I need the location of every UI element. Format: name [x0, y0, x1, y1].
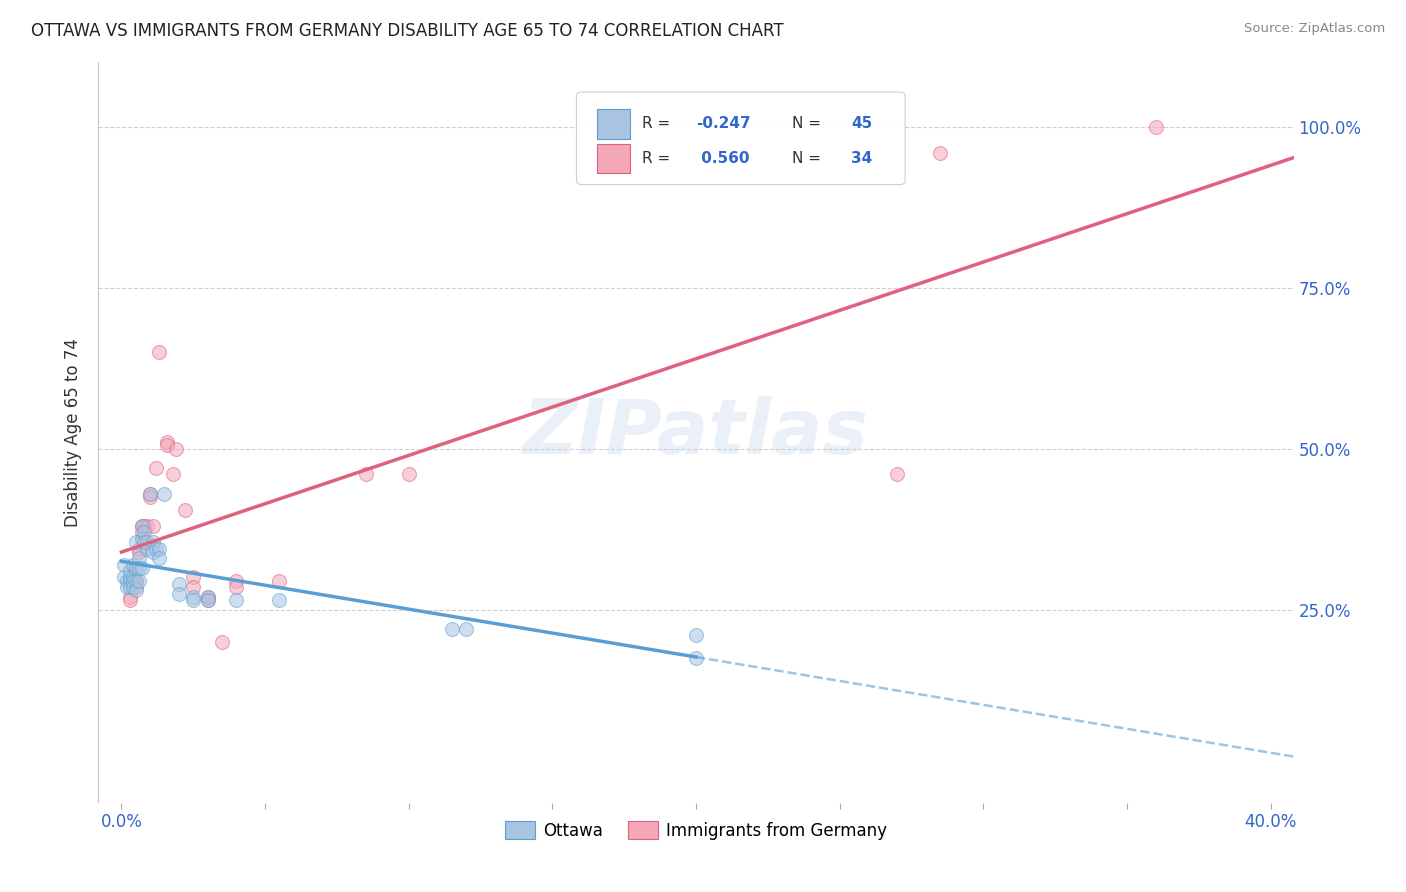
Point [118, 570, 141, 584]
Point [112, 570, 135, 584]
Point [128, 545, 150, 559]
Text: Source: ZipAtlas.com: Source: ZipAtlas.com [1244, 22, 1385, 36]
Point [225, 593, 247, 607]
Text: R =: R = [643, 151, 675, 166]
Point [167, 577, 190, 591]
Point [1144, 120, 1167, 134]
Point [118, 574, 141, 588]
Point [136, 541, 159, 556]
Text: -0.247: -0.247 [696, 116, 751, 131]
Point [128, 551, 150, 566]
Point [153, 487, 176, 501]
Point [181, 570, 204, 584]
Point [136, 535, 159, 549]
Point [181, 593, 204, 607]
Point [148, 551, 170, 566]
Point [122, 580, 145, 594]
Point [685, 651, 707, 665]
Point [134, 535, 156, 549]
Point [197, 593, 219, 607]
Point [440, 622, 463, 636]
Point [148, 345, 170, 359]
Point [122, 570, 145, 584]
Point [156, 438, 179, 452]
Point [128, 561, 150, 575]
Point [148, 541, 170, 556]
FancyBboxPatch shape [576, 92, 905, 185]
Point [142, 545, 165, 559]
Text: N =: N = [792, 151, 825, 166]
Point [165, 442, 187, 456]
Point [131, 519, 153, 533]
Point [197, 590, 219, 604]
Point [139, 487, 162, 501]
Legend: Ottawa, Immigrants from Germany: Ottawa, Immigrants from Germany [498, 814, 894, 847]
Point [125, 574, 148, 588]
Point [145, 541, 167, 556]
Point [134, 535, 156, 549]
Text: R =: R = [643, 116, 675, 131]
Point [139, 490, 162, 504]
FancyBboxPatch shape [596, 144, 630, 173]
Point [886, 467, 908, 482]
Point [142, 535, 165, 549]
Point [181, 590, 204, 604]
Point [269, 574, 291, 588]
Point [125, 535, 148, 549]
Point [225, 574, 247, 588]
Point [128, 574, 150, 588]
Point [142, 519, 165, 533]
Point [115, 574, 138, 588]
Point [115, 580, 138, 594]
Point [131, 561, 153, 575]
Point [398, 467, 420, 482]
Point [139, 487, 162, 501]
Point [197, 593, 219, 607]
Point [128, 541, 150, 556]
Point [118, 590, 141, 604]
Point [125, 583, 148, 598]
Point [225, 580, 247, 594]
Point [929, 145, 952, 160]
Y-axis label: Disability Age 65 to 74: Disability Age 65 to 74 [65, 338, 83, 527]
Point [685, 628, 707, 642]
Point [112, 558, 135, 572]
Point [125, 580, 148, 594]
Point [456, 622, 478, 636]
Text: 34: 34 [852, 151, 873, 166]
Point [131, 532, 153, 546]
Point [118, 593, 141, 607]
Point [122, 574, 145, 588]
Point [122, 558, 145, 572]
Text: 45: 45 [852, 116, 873, 131]
Point [173, 503, 195, 517]
Point [131, 525, 153, 540]
Point [354, 467, 377, 482]
Text: ZIPatlas: ZIPatlas [523, 396, 869, 469]
Point [269, 593, 291, 607]
Point [197, 590, 219, 604]
Point [131, 519, 153, 533]
Point [134, 519, 156, 533]
Point [125, 561, 148, 575]
Point [145, 461, 167, 475]
Point [162, 467, 184, 482]
Text: 0.560: 0.560 [696, 151, 749, 166]
Point [156, 435, 179, 450]
Point [118, 564, 141, 578]
Text: N =: N = [792, 116, 825, 131]
Point [125, 574, 148, 588]
Point [181, 580, 204, 594]
Point [211, 635, 233, 649]
Point [134, 525, 156, 540]
FancyBboxPatch shape [596, 109, 630, 138]
Text: OTTAWA VS IMMIGRANTS FROM GERMANY DISABILITY AGE 65 TO 74 CORRELATION CHART: OTTAWA VS IMMIGRANTS FROM GERMANY DISABI… [31, 22, 783, 40]
Point [167, 586, 190, 600]
Point [136, 519, 159, 533]
Point [118, 580, 141, 594]
